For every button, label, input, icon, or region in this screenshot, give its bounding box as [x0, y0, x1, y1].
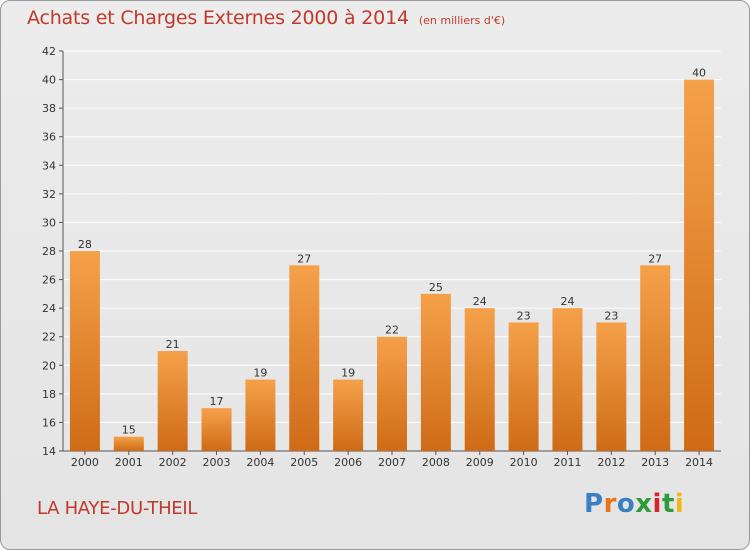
- chart-title: Achats et Charges Externes 2000 à 2014: [27, 7, 409, 29]
- x-tick-label: 2007: [378, 456, 406, 469]
- bar[interactable]: [289, 265, 320, 451]
- y-tick-label: 16: [42, 416, 56, 429]
- logo-letter: i: [674, 489, 685, 519]
- bar-value-label: 23: [517, 309, 531, 322]
- bar-value-label: 21: [166, 338, 180, 351]
- bar-value-label: 28: [78, 238, 92, 251]
- bar[interactable]: [333, 379, 364, 451]
- y-tick-label: 32: [42, 188, 56, 201]
- proxiti-logo[interactable]: Proxiti: [584, 489, 684, 519]
- y-tick-label: 34: [42, 159, 56, 172]
- y-tick-label: 20: [42, 359, 56, 372]
- y-tick-label: 30: [42, 216, 56, 229]
- y-tick-label: 24: [42, 302, 56, 315]
- x-tick-label: 2005: [290, 456, 318, 469]
- bar[interactable]: [464, 308, 495, 451]
- x-tick-label: 2009: [466, 456, 494, 469]
- x-tick-label: 2013: [641, 456, 669, 469]
- bar-value-label: 40: [692, 67, 706, 80]
- bar[interactable]: [113, 436, 144, 451]
- x-tick-label: 2004: [246, 456, 274, 469]
- x-axis-ticks: 2000 2001 2002 2003 2004 2005 2006 2007 2008 2009…: [71, 451, 713, 469]
- y-tick-label: 42: [42, 45, 56, 58]
- y-tick-label: 38: [42, 102, 56, 115]
- bar-value-label: 17: [210, 395, 224, 408]
- bar[interactable]: [508, 322, 539, 451]
- x-tick-label: 2011: [553, 456, 581, 469]
- y-tick-label: 22: [42, 331, 56, 344]
- bar[interactable]: [420, 293, 451, 451]
- bar-labels: 28 15 21 17 19 27 19 22 25 24 23 24 23 27 40: [78, 67, 706, 437]
- x-tick-label: 2002: [159, 456, 187, 469]
- bar[interactable]: [157, 351, 188, 451]
- bars: [69, 79, 715, 452]
- bar-value-label: 19: [341, 367, 355, 380]
- bar-value-label: 27: [648, 252, 662, 265]
- chart-title-block: Achats et Charges Externes 2000 à 2014 (e…: [27, 7, 505, 29]
- logo-letter: r: [603, 489, 617, 519]
- bar-value-label: 24: [473, 295, 487, 308]
- y-tick-label: 36: [42, 131, 56, 144]
- bar[interactable]: [201, 408, 232, 451]
- y-tick-label: 26: [42, 274, 56, 287]
- commune-name: LA HAYE-DU-THEIL: [37, 498, 198, 519]
- bar-value-label: 27: [297, 252, 311, 265]
- logo-letter: t: [661, 489, 675, 519]
- y-tick-label: 18: [42, 388, 56, 401]
- bar-value-label: 24: [560, 295, 574, 308]
- chart-subtitle: (en milliers d'€): [418, 14, 506, 27]
- x-tick-label: 2000: [71, 456, 99, 469]
- x-tick-label: 2003: [203, 456, 231, 469]
- bar[interactable]: [684, 79, 715, 452]
- bar-value-label: 23: [604, 309, 618, 322]
- logo-letter: i: [652, 489, 662, 519]
- bar-value-label: 22: [385, 324, 399, 337]
- x-tick-label: 2006: [334, 456, 362, 469]
- y-tick-label: 28: [42, 245, 56, 258]
- x-tick-label: 2001: [115, 456, 143, 469]
- bar[interactable]: [552, 308, 583, 451]
- logo-letter: P: [584, 489, 604, 519]
- bar[interactable]: [69, 251, 100, 451]
- bar[interactable]: [377, 336, 407, 451]
- bar-value-label: 25: [429, 281, 443, 294]
- x-tick-label: 2010: [510, 456, 538, 469]
- logo-letter: x: [635, 489, 653, 519]
- x-tick-label: 2012: [597, 456, 625, 469]
- logo-letter: o: [616, 489, 636, 519]
- bar[interactable]: [596, 322, 627, 451]
- bar[interactable]: [245, 379, 276, 451]
- bar-value-label: 19: [253, 367, 267, 380]
- bar-value-label: 15: [122, 424, 136, 437]
- y-tick-label: 40: [42, 74, 56, 87]
- bar[interactable]: [640, 265, 671, 451]
- y-tick-label: 14: [42, 445, 56, 458]
- x-tick-label: 2014: [685, 456, 713, 469]
- x-tick-label: 2008: [422, 456, 450, 469]
